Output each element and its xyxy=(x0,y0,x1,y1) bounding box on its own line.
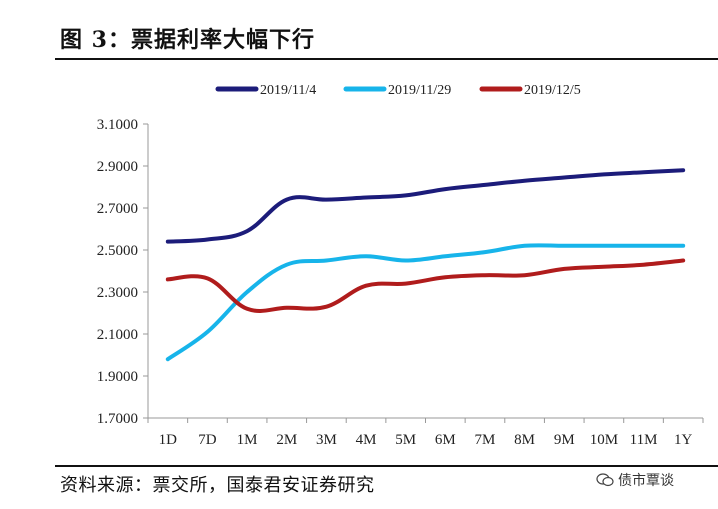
title-divider xyxy=(55,58,718,60)
series-line-3 xyxy=(165,258,686,313)
line-chart: 2019/11/4 2019/11/29 2019/12/5 3.1000 2.900… xyxy=(97,83,704,448)
y-tick-label: 2.7000 xyxy=(97,201,138,217)
y-tick-label: 1.9000 xyxy=(97,369,138,385)
y-tick-label: 2.5000 xyxy=(97,243,138,259)
x-tick-label: 9M xyxy=(554,432,575,448)
series-line-2 xyxy=(165,243,686,362)
wechat-icon xyxy=(596,473,614,487)
x-tick-label: 2M xyxy=(276,432,297,448)
x-tick-label: 7D xyxy=(198,432,217,448)
legend-label: 2019/11/4 xyxy=(260,83,316,98)
x-tick-label: 10M xyxy=(590,432,618,448)
y-tick-label: 2.9000 xyxy=(97,159,138,175)
y-tick-label: 2.3000 xyxy=(97,285,138,301)
x-tick-label: 4M xyxy=(356,432,377,448)
source-note: 资料来源：票交所，国泰君安证券研究 xyxy=(60,475,375,496)
footer-divider xyxy=(55,465,718,467)
legend-label: 2019/12/5 xyxy=(524,83,581,98)
x-tick-label: 3M xyxy=(316,432,337,448)
y-tick-label: 2.1000 xyxy=(97,327,138,343)
y-tick-label: 1.7000 xyxy=(97,411,138,427)
x-tick-label: 11M xyxy=(630,432,658,448)
x-tick-label: 1D xyxy=(159,432,178,448)
x-tick-label: 5M xyxy=(395,432,416,448)
chart-series xyxy=(165,168,686,362)
chart-legend: 2019/11/4 2019/11/29 2019/12/5 xyxy=(215,83,581,98)
x-tick-label: 1M xyxy=(237,432,258,448)
series-line-1 xyxy=(165,168,686,244)
watermark-text: 债市覃谈 xyxy=(618,473,674,489)
x-tick-label: 6M xyxy=(435,432,456,448)
figure-title: 图 3：票据利率大幅下行 xyxy=(60,27,315,53)
x-tick-label: 7M xyxy=(475,432,496,448)
x-tick-label: 1Y xyxy=(674,432,693,448)
chart-axes: 3.1000 2.9000 2.7000 2.5000 2.3000 2.1000 1.90… xyxy=(97,117,704,448)
x-tick-label: 8M xyxy=(514,432,535,448)
y-tick-label: 3.1000 xyxy=(97,117,138,133)
watermark: 债市覃谈 xyxy=(596,470,674,490)
legend-label: 2019/11/29 xyxy=(388,83,451,98)
